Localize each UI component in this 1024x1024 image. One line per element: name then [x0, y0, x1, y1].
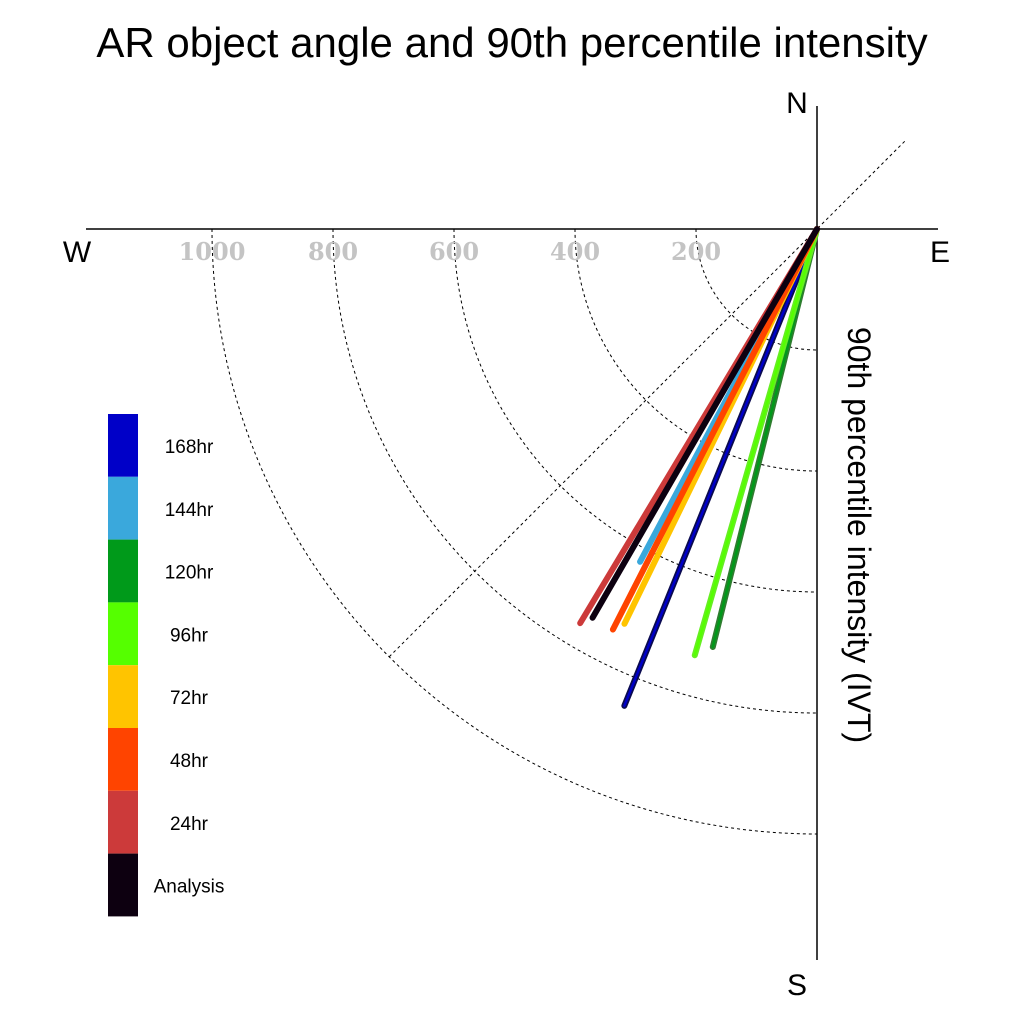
legend-swatch-168hr — [108, 414, 138, 477]
ring-200 — [695, 228, 818, 351]
tick-label-400: 400 — [550, 237, 600, 266]
legend-label-72hr: 72hr — [170, 688, 209, 709]
vector-168hr — [623, 227, 819, 708]
legend-label-24hr: 24hr — [170, 814, 209, 835]
tick-label-200: 200 — [671, 237, 721, 266]
vector-48hr — [611, 227, 819, 631]
legend-label-48hr: 48hr — [170, 751, 209, 772]
legend-label-analysis: Analysis — [154, 877, 225, 898]
east-label: E — [930, 236, 950, 269]
ring-400 — [574, 228, 818, 472]
legend-swatch-48hr — [108, 728, 138, 791]
y-axis-label: 90th percentile intensity (IVT) — [841, 327, 877, 743]
legend-swatch-144hr — [108, 476, 138, 540]
legend-label-144hr: 144hr — [165, 500, 214, 521]
legend-swatch-96hr — [108, 602, 138, 666]
chart-title: AR object angle and 90th percentile inte… — [96, 19, 927, 66]
legend-label-168hr: 168hr — [165, 437, 214, 458]
legend-swatch-analysis — [108, 853, 138, 917]
north-label: N — [786, 87, 808, 120]
vector-analysis — [591, 227, 819, 620]
legend-label-96hr: 96hr — [170, 625, 209, 646]
angle-vectors — [577, 226, 820, 709]
tick-label-1000: 1000 — [179, 237, 246, 266]
vector-96hr — [693, 227, 819, 657]
south-label: S — [787, 969, 807, 1002]
tick-label-600: 600 — [429, 237, 479, 266]
legend-swatch-120hr — [108, 539, 138, 603]
compass-axes — [86, 106, 938, 960]
radial-tick-labels: 200 400 600 800 1000 — [179, 237, 721, 266]
tick-label-800: 800 — [308, 237, 358, 266]
legend-label-120hr: 120hr — [165, 563, 214, 584]
legend: 168hr 144hr 120hr 96hr 72hr 48hr 24hr Analysis — [108, 414, 225, 917]
legend-swatch-72hr — [108, 665, 138, 728]
west-label: W — [63, 236, 92, 269]
legend-swatch-24hr — [108, 790, 138, 854]
